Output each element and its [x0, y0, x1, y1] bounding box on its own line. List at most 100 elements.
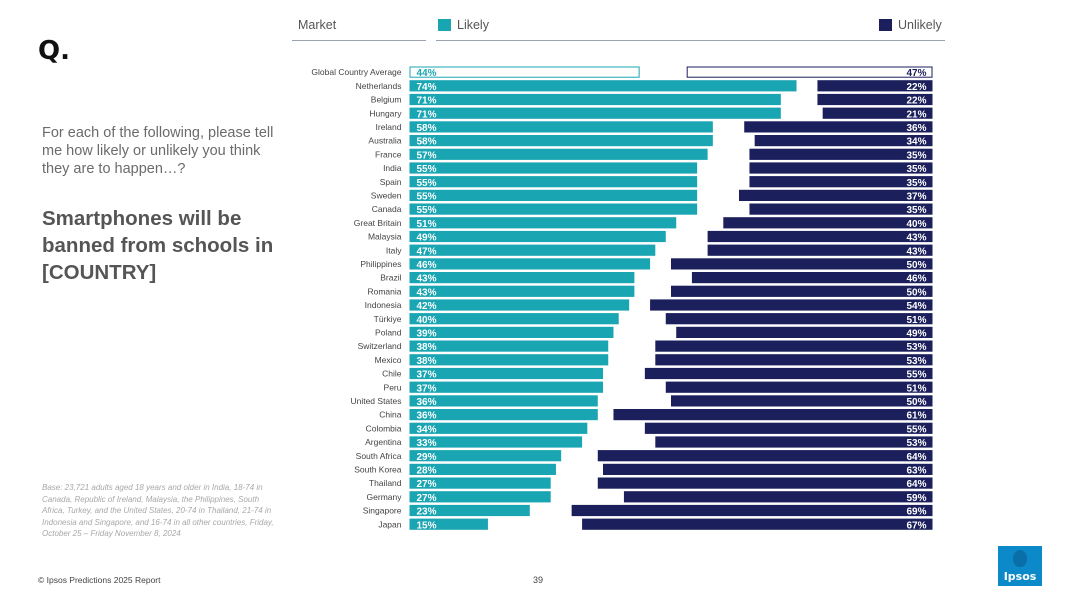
unlikely-value-label: 67%	[906, 520, 926, 531]
ipsos-logo: Ipsos	[998, 546, 1042, 586]
category-label: Colombia	[366, 423, 402, 433]
unlikely-value-label: 35%	[906, 178, 926, 189]
unlikely-value-label: 61%	[906, 411, 926, 422]
unlikely-value-label: 64%	[906, 479, 926, 490]
likely-bar	[409, 477, 551, 489]
likely-value-label: 71%	[417, 109, 437, 120]
unlikely-value-label: 63%	[906, 466, 926, 477]
question-text: For each of the following, please tell m…	[42, 125, 274, 177]
unlikely-bar	[749, 203, 933, 215]
category-label: Hungary	[369, 108, 402, 118]
likely-bar	[409, 436, 583, 448]
likely-bar	[409, 189, 698, 201]
likely-bar	[409, 313, 619, 325]
likely-bar	[409, 299, 630, 311]
likely-bar	[409, 66, 640, 78]
category-label: Indonesia	[365, 300, 402, 310]
category-label: India	[383, 163, 402, 173]
likely-bar	[409, 272, 635, 284]
likely-value-label: 40%	[417, 315, 437, 326]
unlikely-bar	[744, 121, 933, 133]
likely-value-label: 36%	[417, 397, 437, 408]
unlikely-value-label: 47%	[906, 68, 926, 79]
unlikely-bar	[655, 354, 933, 366]
category-label: Ireland	[376, 122, 402, 132]
category-label: Spain	[380, 177, 402, 187]
unlikely-value-label: 46%	[906, 274, 926, 285]
likely-bar	[409, 409, 598, 421]
unlikely-bar	[650, 299, 933, 311]
unlikely-value-label: 55%	[906, 424, 926, 435]
unlikely-bar	[817, 80, 933, 92]
logo-text: Ipsos	[1003, 570, 1037, 583]
likely-bar	[409, 504, 530, 517]
likely-value-label: 55%	[417, 178, 437, 189]
base-note: Base: 23,721 adults aged 18 years and ol…	[42, 483, 274, 538]
category-label: United States	[350, 396, 401, 406]
likely-bar	[409, 518, 488, 530]
unlikely-bar	[749, 162, 933, 174]
likely-bar	[409, 367, 604, 380]
unlikely-bar	[817, 93, 933, 106]
unlikely-value-label: 40%	[906, 219, 926, 230]
likely-bar	[409, 463, 556, 475]
category-label: Malaysia	[368, 232, 402, 242]
unlikely-value-label: 43%	[906, 233, 926, 244]
unlikely-bar	[582, 518, 933, 530]
unlikely-value-label: 50%	[906, 397, 926, 408]
likely-bar	[409, 354, 609, 366]
likely-value-label: 27%	[417, 479, 437, 490]
likely-value-label: 51%	[417, 219, 437, 230]
likely-bar	[409, 395, 598, 407]
unlikely-value-label: 37%	[906, 192, 926, 203]
footer-copyright: © Ipsos Predictions 2025 Report	[38, 575, 161, 585]
page-number: 39	[533, 575, 544, 585]
likely-value-label: 33%	[417, 438, 437, 449]
likely-bar	[409, 258, 651, 270]
statement-heading: Smartphones will be banned from schools …	[42, 207, 274, 284]
unlikely-value-label: 64%	[906, 452, 926, 463]
likely-value-label: 55%	[417, 164, 437, 175]
unlikely-value-label: 35%	[906, 164, 926, 175]
unlikely-value-label: 55%	[906, 370, 926, 381]
likely-value-label: 42%	[417, 301, 437, 312]
unlikely-bar	[671, 285, 933, 297]
category-label: South Africa	[356, 451, 402, 461]
unlikely-value-label: 53%	[906, 438, 926, 449]
likely-value-label: 57%	[417, 150, 437, 161]
unlikely-value-label: 43%	[906, 246, 926, 257]
category-label: Türkiye	[374, 314, 402, 324]
likely-bar	[409, 340, 609, 352]
category-label: Canada	[372, 204, 402, 214]
likely-value-label: 34%	[417, 424, 437, 435]
unlikely-value-label: 53%	[906, 356, 926, 367]
likely-bar	[409, 230, 666, 243]
likely-bar	[409, 203, 698, 215]
unlikely-bar	[665, 313, 933, 325]
unlikely-value-label: 49%	[906, 329, 926, 340]
unlikely-value-label: 35%	[906, 205, 926, 216]
unlikely-value-label: 69%	[906, 507, 926, 518]
likely-bar	[409, 244, 656, 256]
category-label: Italy	[386, 245, 402, 255]
likely-value-label: 46%	[417, 260, 437, 271]
unlikely-legend-swatch	[879, 19, 892, 31]
question-mark-heading: Q.	[38, 36, 70, 66]
likely-bar	[409, 217, 677, 229]
unlikely-value-label: 54%	[906, 301, 926, 312]
unlikely-value-label: 59%	[906, 493, 926, 504]
likely-value-label: 49%	[417, 233, 437, 244]
unlikely-bar	[749, 148, 933, 160]
likely-bar	[409, 450, 562, 462]
category-label: Australia	[368, 136, 401, 146]
likely-value-label: 37%	[417, 383, 437, 394]
category-label: Peru	[384, 382, 402, 392]
likely-value-label: 58%	[417, 123, 437, 134]
unlikely-bar	[754, 135, 933, 147]
category-label: Mexico	[375, 355, 402, 365]
unlikely-value-label: 34%	[906, 137, 926, 148]
unlikely-bar	[613, 409, 933, 421]
likely-bar	[409, 422, 588, 434]
unlikely-bar	[623, 491, 933, 503]
unlikely-value-label: 50%	[906, 260, 926, 271]
